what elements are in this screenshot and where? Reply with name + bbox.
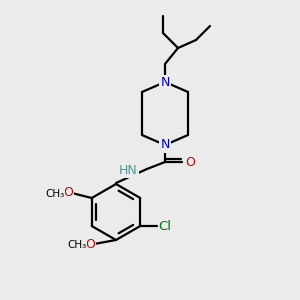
Text: N: N <box>160 76 170 88</box>
Text: O: O <box>85 238 95 250</box>
Text: CH₃: CH₃ <box>45 189 64 199</box>
Text: O: O <box>63 187 73 200</box>
Text: O: O <box>185 155 195 169</box>
Text: CH₃: CH₃ <box>68 240 87 250</box>
Text: HN: HN <box>119 164 138 176</box>
Text: N: N <box>160 139 170 152</box>
Text: Cl: Cl <box>159 220 172 232</box>
